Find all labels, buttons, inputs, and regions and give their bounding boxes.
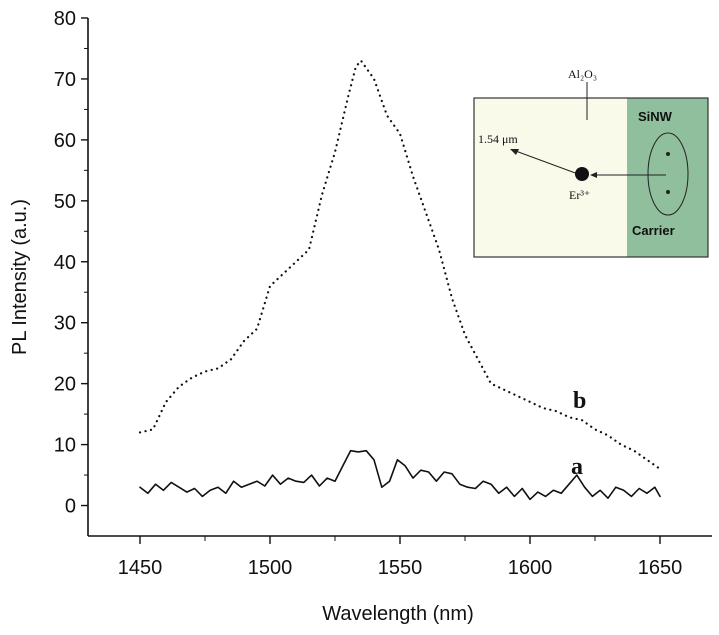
x-tick-label: 1550 [378,557,423,579]
carrier-dot-bottom [666,190,670,194]
series-label-a: a [571,454,583,480]
y-tick-label: 20 [54,374,76,396]
inset-label-al2o3: Al₂O₃ [568,67,597,81]
inset-label-sinw: SiNW [638,109,673,124]
inset-label-wavelength: 1.54 μm [478,132,518,146]
y-tick-label: 80 [54,8,76,30]
er-ion-dot [575,167,589,181]
carrier-dot-top [666,152,670,156]
inset-label-carrier: Carrier [632,223,675,238]
transfer-arrow-head [590,172,597,178]
x-axis-title: Wavelength (nm) [322,603,474,625]
emission-arrow-head [510,149,519,155]
inset-sinw-region [627,98,708,257]
y-ticks: 0 10 20 30 40 50 60 70 80 [54,8,88,518]
series-line-b [138,59,662,471]
y-tick-label: 70 [54,69,76,91]
x-tick-label: 1450 [118,557,163,579]
x-tick-label: 1650 [638,557,683,579]
y-tick-label: 50 [54,191,76,213]
inset-schematic: Al₂O₃ SiNW 1.54 μm Er³⁺ Carrier [473,67,709,258]
x-tick-label: 1600 [508,557,553,579]
carrier-ellipse [647,132,689,216]
series-label-b: b [573,388,586,414]
y-tick-label: 10 [54,435,76,457]
y-tick-label: 40 [54,252,76,274]
emission-arrow-line [512,149,579,175]
y-tick-label: 30 [54,313,76,335]
inset-border [473,97,709,258]
series-layer [138,59,662,501]
x-ticks: 1450 1500 1550 1600 1650 [118,536,683,579]
y-tick-label: 0 [65,496,76,518]
inset-label-er: Er³⁺ [569,188,590,202]
x-tick-label: 1500 [248,557,293,579]
plot-axes [87,18,712,537]
y-axis-title: PL Intensity (a.u.) [9,199,31,355]
inset-al2o3-region [474,98,627,257]
y-tick-label: 60 [54,130,76,152]
series-line-a [139,449,661,501]
